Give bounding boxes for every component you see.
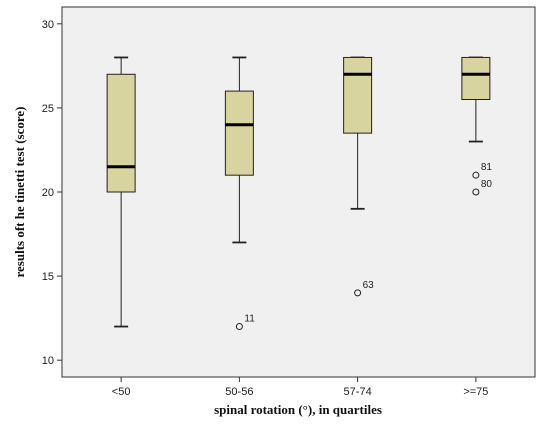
outlier-point xyxy=(354,289,362,297)
box-1 xyxy=(106,56,136,328)
outlier-label: 81 xyxy=(481,162,493,173)
boxes-group: 11 63 81 80 xyxy=(106,56,493,331)
outlier-label: 80 xyxy=(481,179,493,190)
iqr-box xyxy=(224,90,254,176)
y-tick-label: 25 xyxy=(42,103,54,115)
y-axis-title: results oft he tinetti test (score) xyxy=(12,107,27,278)
outlier-label: 63 xyxy=(363,280,375,291)
outlier-label: 11 xyxy=(244,314,255,325)
y-axis: 10 15 20 25 30 xyxy=(42,19,62,367)
plot-area xyxy=(61,6,536,378)
iqr-box xyxy=(343,56,373,134)
y-tick-label: 10 xyxy=(42,355,54,367)
x-axis: <50 50-56 57-74 >=75 xyxy=(112,377,488,398)
box-2: 11 xyxy=(224,56,255,331)
x-tick-label: >=75 xyxy=(463,386,488,398)
y-tick-label: 20 xyxy=(42,187,54,199)
x-axis-title: spinal rotation (°), in quartiles xyxy=(214,402,382,417)
y-tick-label: 30 xyxy=(42,19,54,31)
x-tick-label: <50 xyxy=(112,386,131,398)
box-4: 81 80 xyxy=(461,56,493,196)
x-tick-label: 50-56 xyxy=(225,386,253,398)
outlier-point xyxy=(235,323,243,331)
y-tick-label: 15 xyxy=(42,271,54,283)
iqr-box xyxy=(461,56,491,100)
iqr-box xyxy=(106,73,136,193)
outlier-point xyxy=(472,171,480,179)
outlier-point xyxy=(472,188,480,196)
x-tick-label: 57-74 xyxy=(344,386,372,398)
box-3: 63 xyxy=(343,56,375,297)
